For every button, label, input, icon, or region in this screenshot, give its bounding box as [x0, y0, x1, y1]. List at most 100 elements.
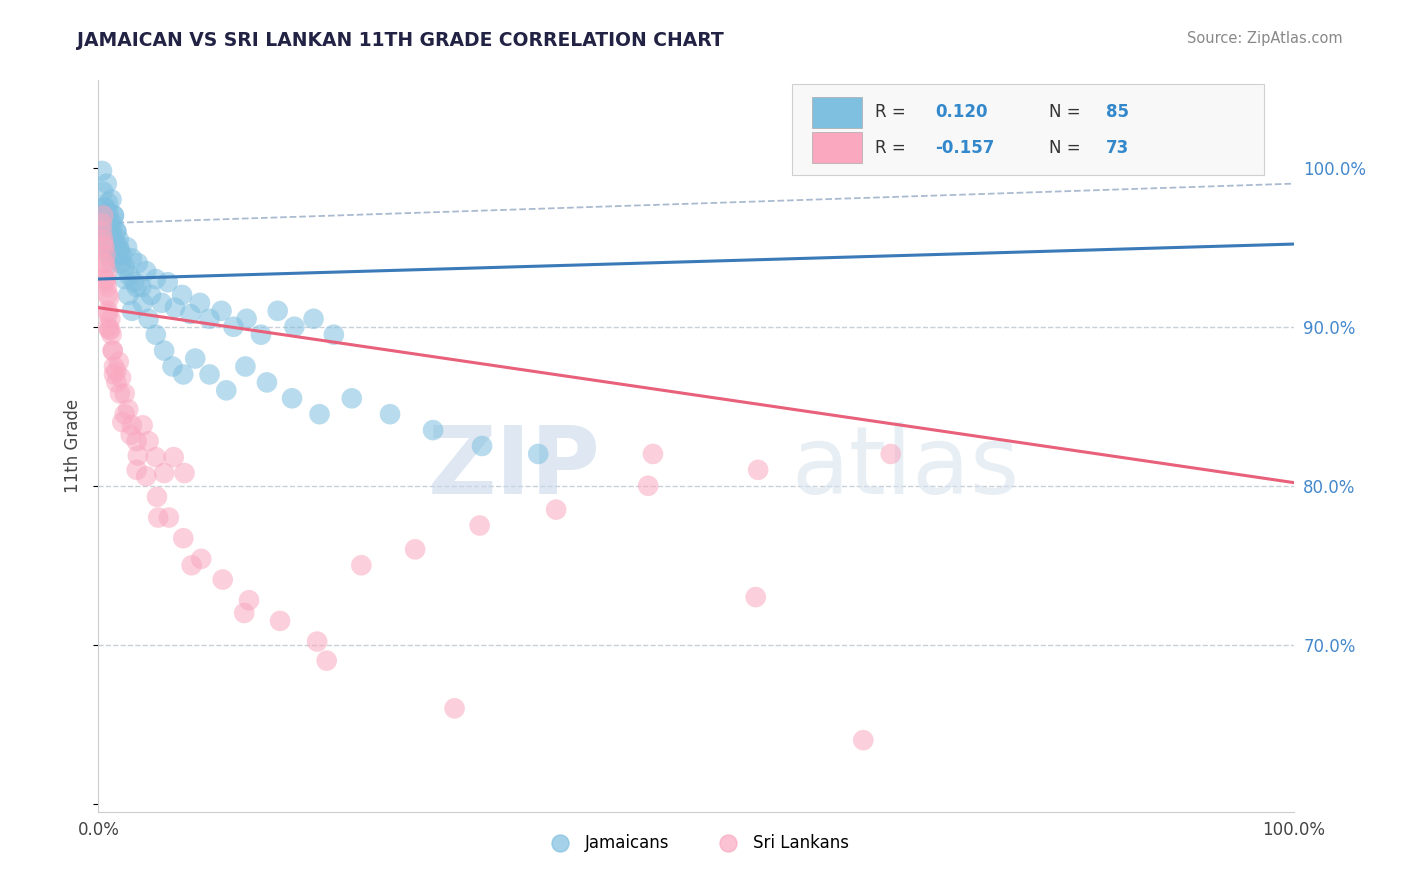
- Point: [172, 531, 194, 545]
- Point: [172, 288, 194, 302]
- Point: [96, 177, 118, 191]
- Text: Source: ZipAtlas.com: Source: ZipAtlas.com: [1187, 31, 1343, 46]
- Point: [880, 447, 903, 461]
- Point: [546, 502, 568, 516]
- Point: [93, 201, 115, 215]
- Point: [322, 327, 344, 342]
- Point: [96, 227, 118, 242]
- Point: [238, 593, 260, 607]
- Point: [91, 209, 114, 223]
- Point: [94, 216, 117, 230]
- Point: [101, 216, 124, 230]
- Point: [198, 311, 221, 326]
- Point: [146, 490, 169, 504]
- Point: [852, 733, 875, 747]
- Point: [93, 216, 115, 230]
- Point: [91, 237, 114, 252]
- Point: [135, 264, 157, 278]
- Point: [307, 634, 329, 648]
- Point: [101, 343, 124, 358]
- Point: [96, 211, 118, 226]
- Point: [97, 307, 120, 321]
- Point: [105, 364, 128, 378]
- Point: [115, 240, 138, 254]
- Point: [107, 240, 129, 254]
- Point: [172, 368, 194, 382]
- Point: [302, 311, 325, 326]
- FancyBboxPatch shape: [792, 84, 1264, 176]
- Point: [97, 288, 120, 302]
- Point: [91, 232, 114, 246]
- Point: [91, 224, 114, 238]
- Point: [114, 386, 136, 401]
- Point: [267, 303, 290, 318]
- Point: [94, 275, 117, 289]
- Point: [190, 552, 212, 566]
- Point: [131, 418, 153, 433]
- Point: [222, 319, 245, 334]
- Point: [215, 384, 238, 398]
- Point: [108, 244, 131, 258]
- Point: [91, 224, 114, 238]
- Point: [108, 386, 131, 401]
- Y-axis label: 11th Grade: 11th Grade: [65, 399, 83, 493]
- Point: [100, 193, 122, 207]
- Point: [173, 466, 195, 480]
- Point: [118, 268, 141, 283]
- Point: [138, 434, 160, 449]
- Point: [269, 614, 291, 628]
- Point: [91, 209, 114, 223]
- Text: 85: 85: [1107, 103, 1129, 121]
- Point: [103, 359, 125, 374]
- Point: [235, 311, 257, 326]
- Point: [145, 327, 167, 342]
- Point: [747, 463, 769, 477]
- Point: [107, 355, 129, 369]
- Point: [111, 415, 134, 429]
- Point: [180, 558, 202, 573]
- Text: ZIP: ZIP: [427, 422, 600, 514]
- Point: [150, 296, 173, 310]
- Point: [98, 291, 121, 305]
- Point: [94, 240, 117, 254]
- Point: [105, 224, 128, 238]
- Point: [350, 558, 373, 573]
- Point: [93, 256, 115, 270]
- Point: [97, 195, 120, 210]
- Point: [97, 319, 120, 334]
- Text: R =: R =: [875, 103, 911, 121]
- Point: [98, 211, 121, 226]
- Point: [256, 376, 278, 390]
- Point: [340, 392, 363, 406]
- Point: [117, 288, 139, 302]
- Point: [107, 232, 129, 246]
- Point: [138, 311, 160, 326]
- Point: [111, 248, 134, 262]
- Point: [94, 272, 117, 286]
- Point: [163, 450, 186, 464]
- Point: [110, 256, 132, 270]
- Point: [153, 343, 176, 358]
- Point: [98, 248, 121, 262]
- Point: [110, 370, 132, 384]
- Point: [98, 323, 121, 337]
- Text: N =: N =: [1049, 103, 1085, 121]
- Point: [98, 219, 122, 234]
- Point: [145, 272, 167, 286]
- Point: [100, 327, 122, 342]
- Legend: Jamaicans, Sri Lankans: Jamaicans, Sri Lankans: [537, 827, 855, 858]
- Point: [98, 240, 122, 254]
- Text: -0.157: -0.157: [935, 138, 994, 157]
- Point: [107, 252, 129, 267]
- Text: 73: 73: [1107, 138, 1129, 157]
- Point: [121, 303, 143, 318]
- Point: [404, 542, 426, 557]
- Point: [198, 368, 221, 382]
- Point: [378, 407, 401, 421]
- Point: [120, 428, 142, 442]
- Point: [468, 518, 491, 533]
- Point: [103, 209, 125, 223]
- Point: [156, 275, 179, 289]
- Point: [117, 402, 139, 417]
- Point: [103, 209, 125, 223]
